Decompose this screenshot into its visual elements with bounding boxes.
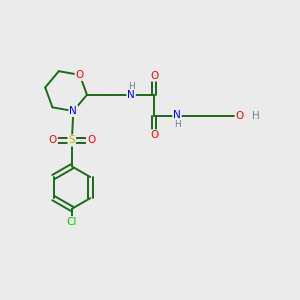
Text: N: N [70, 106, 77, 116]
Text: O: O [49, 136, 57, 146]
Text: O: O [76, 70, 84, 80]
Text: N: N [70, 106, 77, 116]
Text: H: H [174, 120, 180, 129]
Text: S: S [68, 136, 75, 146]
Text: O: O [87, 136, 95, 146]
Text: Cl: Cl [67, 217, 77, 227]
Text: Cl: Cl [67, 217, 77, 227]
Text: H: H [252, 111, 260, 121]
Text: S: S [68, 136, 75, 146]
Text: N: N [127, 90, 135, 100]
Text: O: O [236, 111, 244, 121]
Text: O: O [76, 70, 84, 80]
Text: O: O [87, 136, 95, 146]
Text: N: N [173, 110, 181, 120]
Text: H: H [128, 82, 134, 91]
Text: O: O [49, 136, 57, 146]
Text: O: O [150, 71, 158, 81]
Text: O: O [150, 130, 158, 140]
